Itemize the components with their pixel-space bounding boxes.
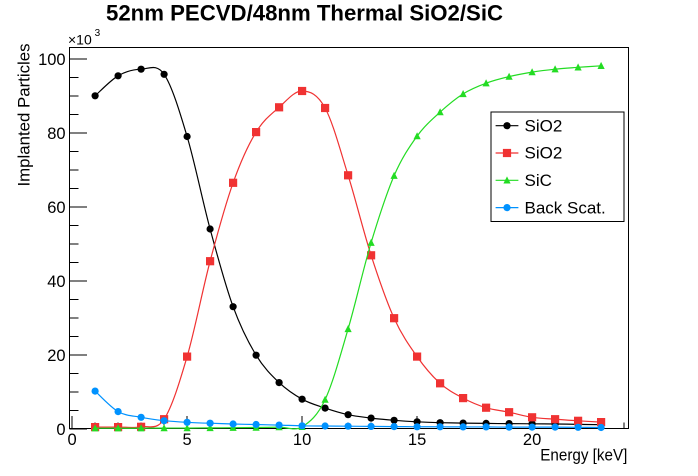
svg-text:10: 10 (293, 431, 311, 449)
svg-text:40: 40 (47, 273, 65, 291)
svg-text:0: 0 (56, 421, 65, 439)
svg-text:Energy [keV]: Energy [keV] (540, 446, 627, 465)
svg-text:SiC: SiC (525, 171, 552, 190)
svg-text:SiO2: SiO2 (525, 144, 563, 163)
svg-text:Back Scat.: Back Scat. (525, 198, 606, 217)
svg-text:52nm PECVD/48nm Thermal SiO2/S: 52nm PECVD/48nm Thermal SiO2/SiC (106, 0, 503, 25)
svg-text:Implanted Particles: Implanted Particles (15, 44, 34, 187)
svg-text:15: 15 (408, 431, 426, 449)
svg-text:SiO2: SiO2 (525, 116, 563, 135)
svg-text:×10: ×10 (68, 32, 92, 48)
svg-text:20: 20 (47, 347, 65, 365)
svg-text:0: 0 (68, 431, 77, 449)
svg-text:60: 60 (47, 199, 65, 217)
svg-text:5: 5 (183, 431, 192, 449)
svg-text:3: 3 (95, 28, 101, 39)
svg-text:100: 100 (38, 51, 66, 69)
svg-text:20: 20 (523, 431, 541, 449)
svg-text:80: 80 (47, 125, 65, 143)
